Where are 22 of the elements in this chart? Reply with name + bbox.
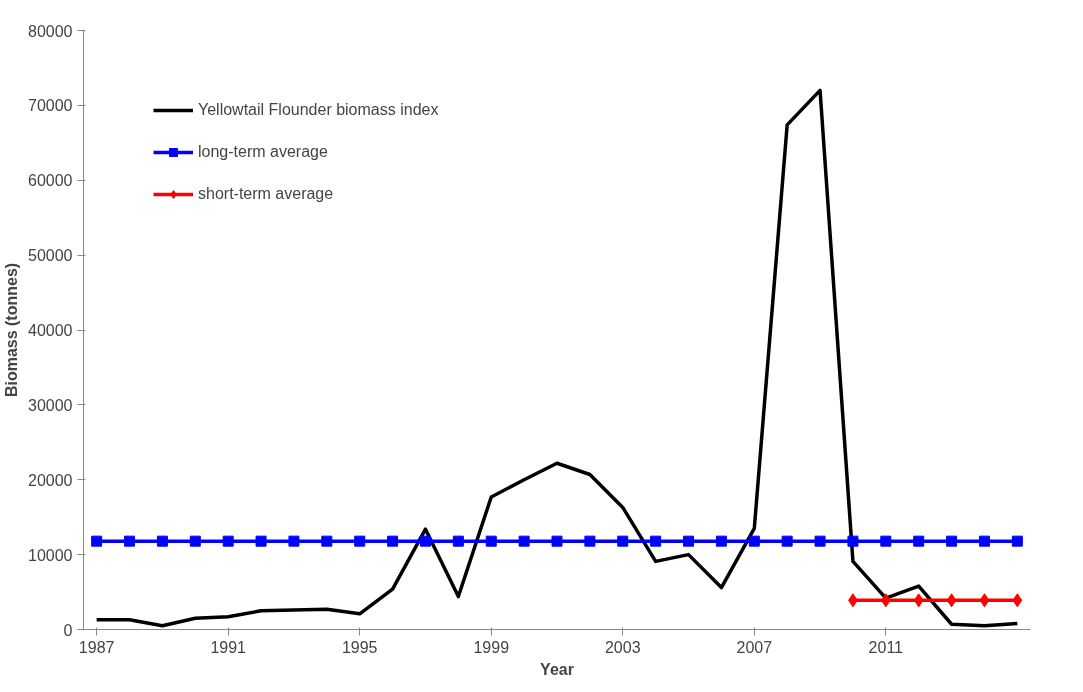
legend-label: long-term average <box>198 143 328 161</box>
y-tick-label: 60000 <box>28 172 73 190</box>
y-tick-label: 0 <box>63 621 73 639</box>
y-tick-label: 70000 <box>28 97 73 115</box>
x-tick-label: 2011 <box>868 638 904 656</box>
y-tick-label: 20000 <box>28 471 73 489</box>
x-tick-label: 1991 <box>210 638 247 656</box>
y-tick-label: 80000 <box>28 22 73 40</box>
legend-label: short-term average <box>198 185 334 203</box>
y-tick-label: 30000 <box>28 396 73 414</box>
x-tick-label: 2003 <box>604 638 641 656</box>
x-tick-label: 2007 <box>736 638 773 656</box>
y-tick-label: 50000 <box>28 247 73 265</box>
y-tick-label: 40000 <box>28 322 73 339</box>
y-axis-title: Biomass (tonnes) <box>3 262 21 398</box>
x-tick-label: 1995 <box>341 638 378 656</box>
x-tick-label: 1999 <box>473 638 510 656</box>
legend-label: Yellowtail Flounder biomass index <box>198 101 439 119</box>
x-tick-label: 1987 <box>78 638 115 656</box>
y-tick-label: 10000 <box>28 546 73 564</box>
line-series <box>94 88 1020 628</box>
x-axis-title: Year <box>540 660 574 678</box>
